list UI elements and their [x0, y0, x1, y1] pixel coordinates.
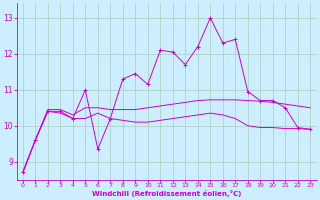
- X-axis label: Windchill (Refroidissement éolien,°C): Windchill (Refroidissement éolien,°C): [92, 190, 241, 197]
